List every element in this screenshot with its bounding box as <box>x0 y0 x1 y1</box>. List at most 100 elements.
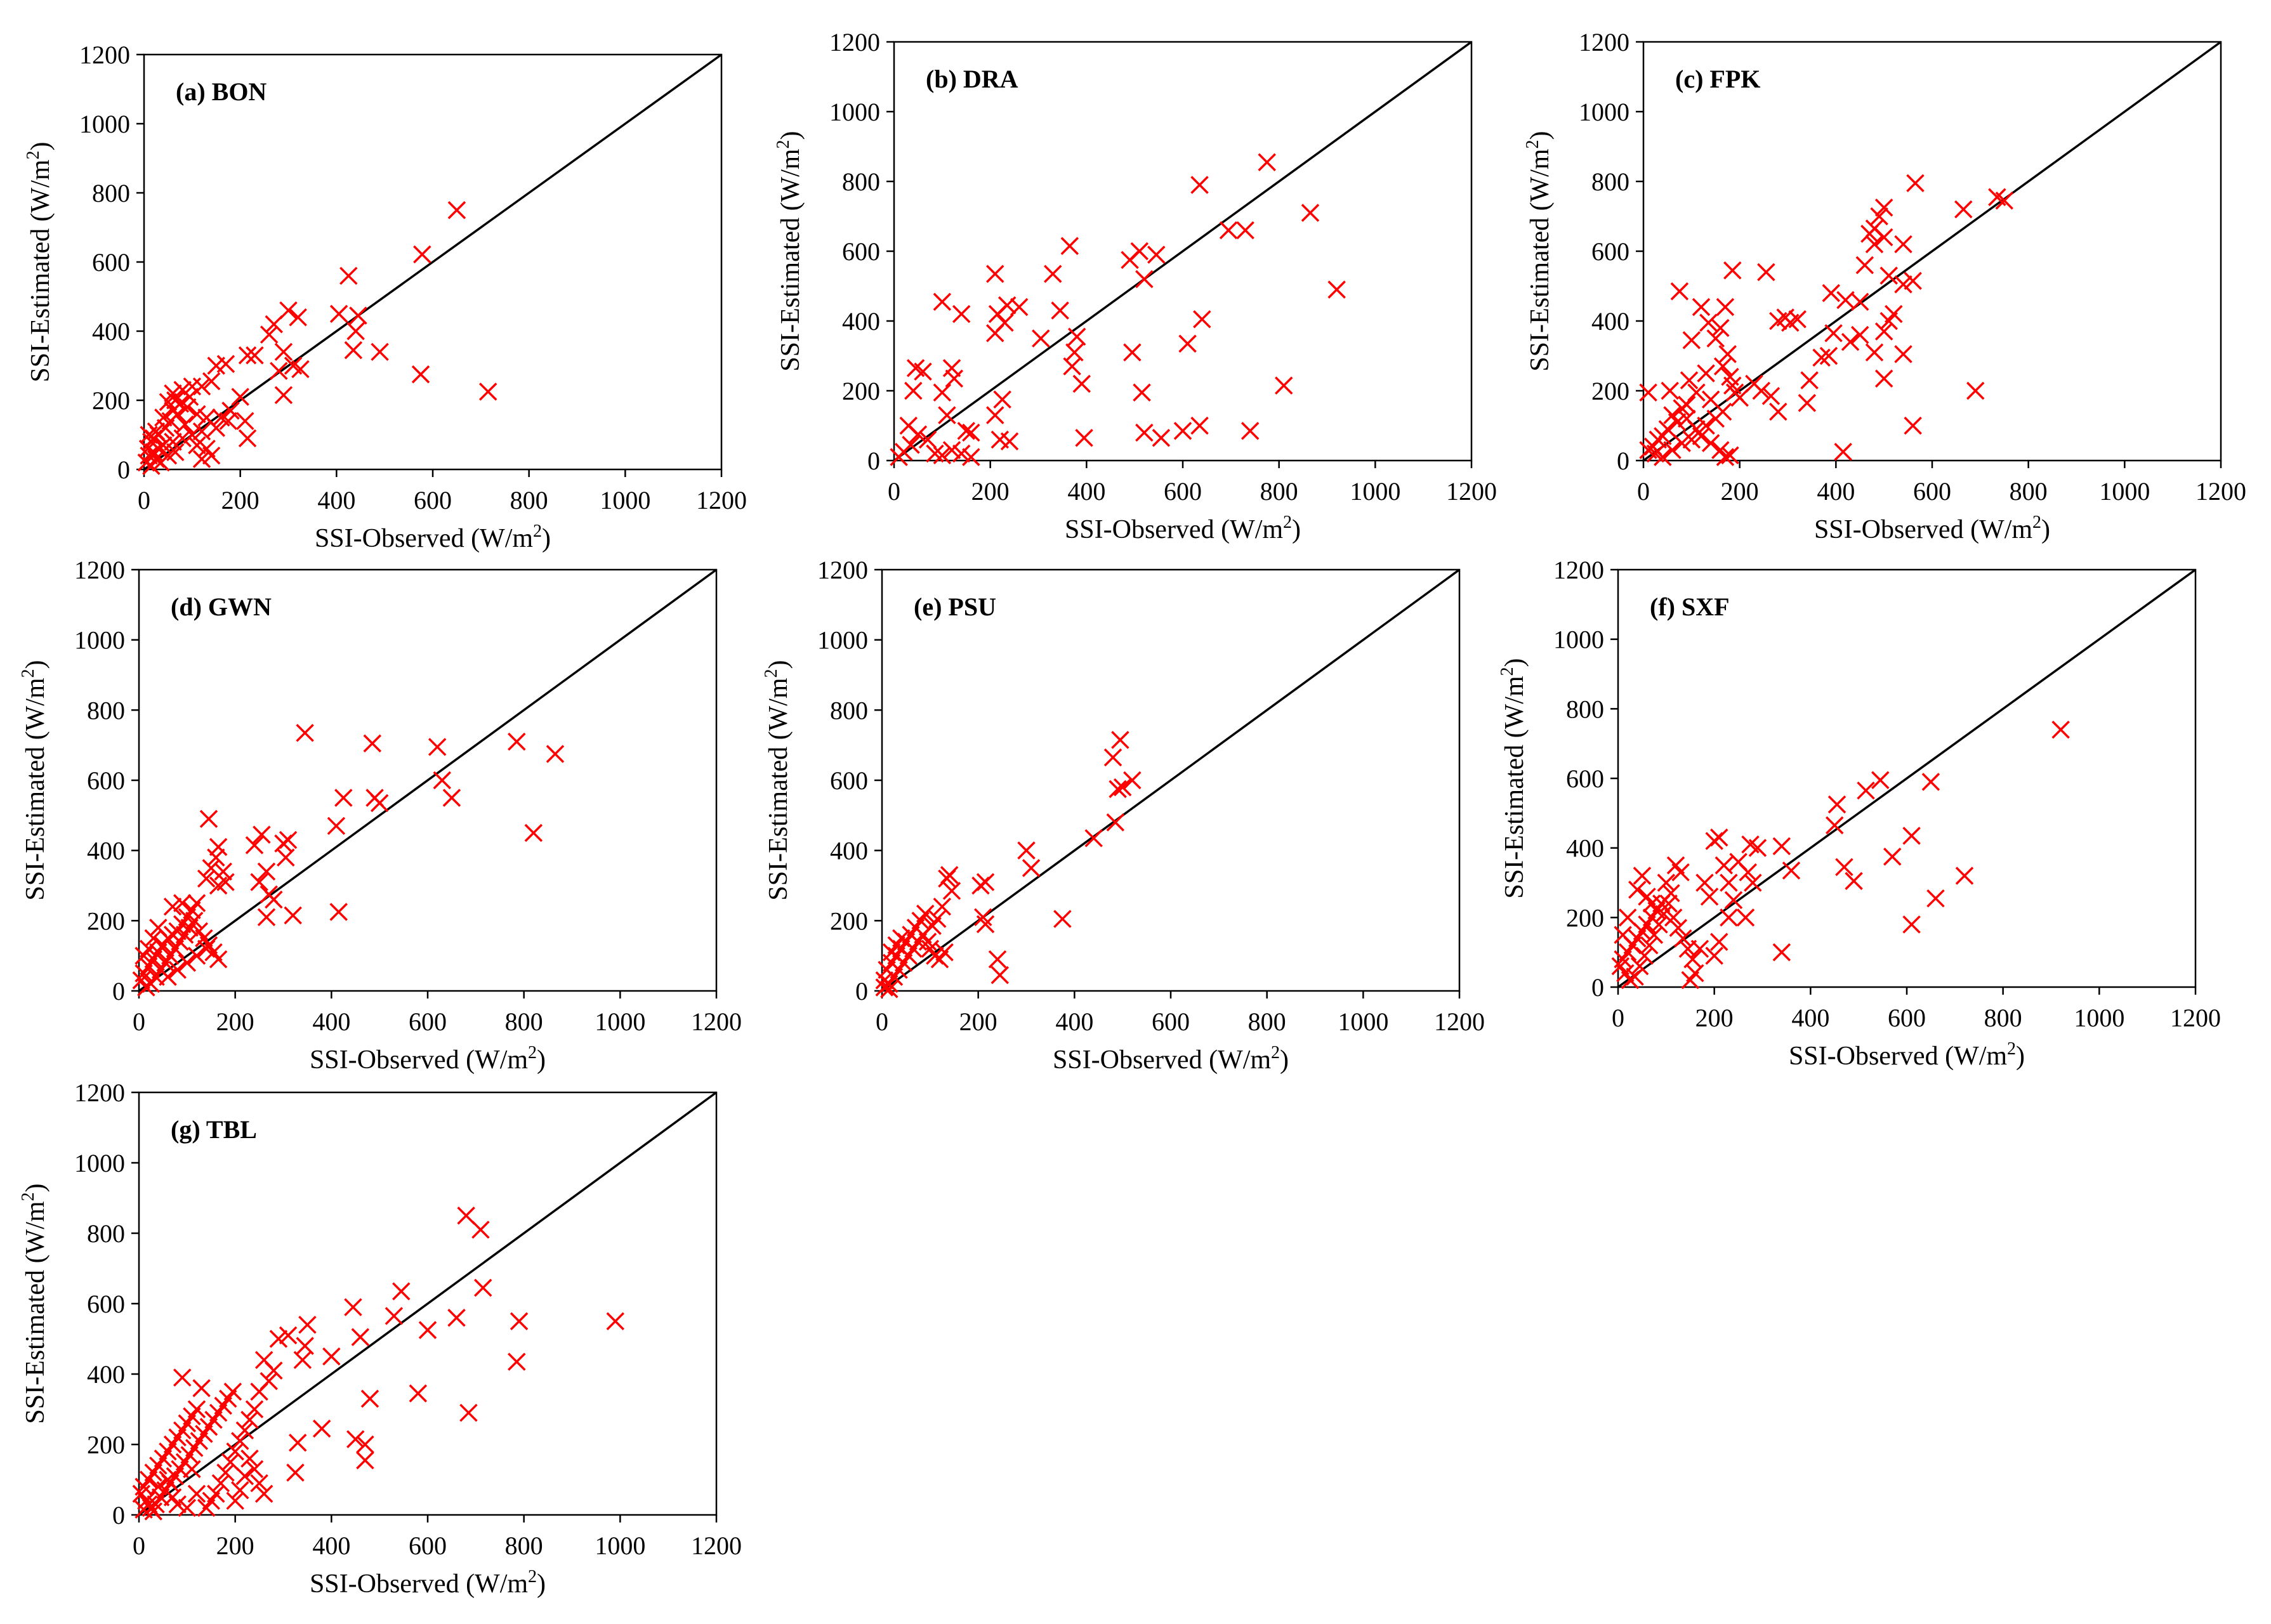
data-point <box>231 1481 249 1500</box>
data-point <box>254 1484 273 1503</box>
data-point <box>1682 331 1701 350</box>
data-point <box>942 882 961 900</box>
y-tick-label: 600 <box>1566 764 1604 793</box>
data-point <box>1772 837 1791 856</box>
data-point <box>1147 246 1166 264</box>
data-point <box>214 862 232 881</box>
data-point <box>510 1312 529 1330</box>
x-tick-label: 1000 <box>2099 477 2150 506</box>
data-point <box>216 1464 235 1482</box>
y-tick-label: 800 <box>92 179 130 207</box>
data-point <box>1705 946 1723 965</box>
y-axis-label-sup: 2 <box>1498 667 1517 676</box>
data-point <box>1258 153 1276 171</box>
data-point <box>1113 778 1132 797</box>
data-point <box>1121 251 1139 269</box>
x-tick-label: 600 <box>409 1007 447 1036</box>
y-tick-label: 800 <box>87 696 125 724</box>
data-point <box>1744 874 1762 892</box>
data-point <box>1190 176 1209 194</box>
x-tick-label: 800 <box>505 1007 543 1036</box>
data-point <box>147 422 166 441</box>
data-point <box>1084 829 1103 848</box>
data-point <box>238 346 257 365</box>
y-tick-label: 800 <box>87 1219 125 1248</box>
y-tick-label: 0 <box>117 455 130 484</box>
data-point <box>183 426 202 444</box>
data-point <box>1630 957 1649 976</box>
data-point <box>957 422 975 440</box>
x-axis-label-end: ) <box>1292 515 1301 544</box>
data-point <box>363 734 382 753</box>
data-point <box>346 322 365 341</box>
data-point <box>993 390 1011 409</box>
data-point <box>144 929 162 948</box>
data-point <box>508 732 526 751</box>
x-axis-label: SSI-Observed (W/m2) <box>310 1043 546 1075</box>
x-axis-label-sup: 2 <box>1283 513 1292 532</box>
data-point <box>1879 266 1898 285</box>
reference-line-1to1 <box>138 568 718 992</box>
data-point <box>418 1321 437 1339</box>
data-point <box>1106 813 1125 832</box>
x-axis-label: SSI-Observed (W/m2) <box>310 1567 546 1599</box>
x-tick-label: 400 <box>312 1007 350 1036</box>
data-point <box>187 946 206 965</box>
y-axis-label: SSI-Estimated (W/m2) <box>773 131 805 371</box>
y-tick-label: 800 <box>842 167 880 196</box>
y-axis-label-sup: 2 <box>18 669 38 678</box>
data-point <box>178 953 197 972</box>
y-tick-label: 600 <box>842 237 880 266</box>
data-point <box>149 1477 168 1496</box>
y-axis-label-text: SSI-Estimated (W/m <box>26 159 55 382</box>
data-point <box>1669 919 1688 938</box>
data-point <box>1757 263 1775 282</box>
data-point <box>277 848 295 867</box>
data-point <box>176 415 194 434</box>
data-point <box>1681 971 1699 990</box>
x-tick-label: 200 <box>1695 1004 1734 1032</box>
data-point <box>1729 853 1748 871</box>
data-point <box>1645 926 1664 944</box>
data-point <box>1835 858 1853 877</box>
y-tick-label: 1000 <box>829 98 880 126</box>
x-tick-label: 0 <box>138 486 150 514</box>
y-axis-label-text: SSI-Estimated (W/m <box>21 1201 50 1424</box>
data-point <box>192 1378 211 1398</box>
data-point <box>274 386 293 405</box>
y-axis-label: SSI-Estimated (W/m2) <box>1523 131 1555 371</box>
data-point <box>245 1460 264 1479</box>
y-tick-label: 1000 <box>1579 98 1629 126</box>
data-point <box>329 903 348 921</box>
data-point <box>183 1460 201 1479</box>
y-tick-label: 800 <box>1591 167 1629 196</box>
data-point <box>508 1352 526 1371</box>
data-point <box>933 292 952 311</box>
y-tick-label: 200 <box>87 1431 125 1459</box>
y-axis-label-text: SSI-Estimated (W/m <box>776 148 805 371</box>
x-tick-label: 400 <box>1067 477 1105 506</box>
data-point <box>1716 298 1735 317</box>
y-axis-label-sup: 2 <box>1523 140 1543 148</box>
y-tick-label: 200 <box>92 386 130 415</box>
data-point <box>235 1421 254 1440</box>
data-point <box>1664 908 1683 927</box>
data-point <box>349 306 367 325</box>
x-axis-label: SSI-Observed (W/m2) <box>315 521 551 553</box>
x-tick-label: 400 <box>312 1531 350 1560</box>
x-axis-label-text: SSI-Observed (W/m <box>310 1045 528 1075</box>
data-point <box>906 359 925 377</box>
x-tick-label: 0 <box>1612 1004 1624 1032</box>
data-point <box>411 365 430 384</box>
data-point <box>356 1435 374 1454</box>
data-point <box>1327 280 1346 299</box>
data-point <box>253 825 271 844</box>
x-tick-label: 200 <box>221 486 260 514</box>
x-axis-label-text: SSI-Observed (W/m <box>1814 515 2032 544</box>
y-axis-label: SSI-Estimated (W/m2) <box>1498 658 1529 898</box>
data-point <box>1713 357 1732 376</box>
y-tick-label: 600 <box>830 766 868 795</box>
data-point <box>1152 429 1171 447</box>
data-point <box>1695 874 1714 892</box>
data-point <box>1705 832 1723 850</box>
